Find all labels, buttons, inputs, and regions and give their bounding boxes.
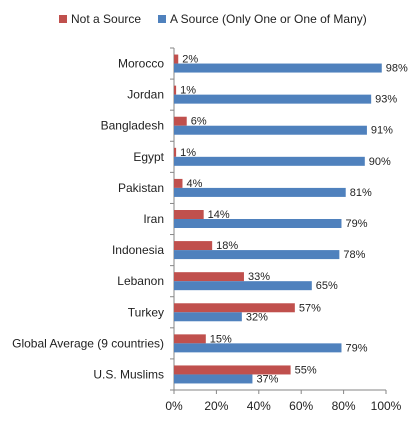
- data-label-0-0: 2%: [182, 54, 198, 66]
- data-label-0-1: 1%: [180, 85, 196, 97]
- x-tick-label-4: 80%: [332, 399, 356, 413]
- x-tick-label-2: 40%: [247, 399, 271, 413]
- bar-1-5: [174, 219, 342, 228]
- data-label-0-8: 57%: [299, 302, 321, 314]
- data-label-0-7: 33%: [248, 271, 270, 283]
- bar-0-8: [174, 303, 295, 313]
- bar-0-7: [174, 272, 244, 282]
- legend-swatch-1: [158, 15, 166, 23]
- data-label-0-10: 55%: [295, 364, 317, 376]
- bar-0-6: [174, 241, 213, 251]
- category-label-7: Lebanon: [117, 274, 164, 288]
- bar-0-5: [174, 210, 204, 219]
- data-label-0-6: 18%: [216, 240, 238, 252]
- data-label-1-6: 78%: [343, 249, 365, 261]
- category-label-2: Bangladesh: [101, 119, 164, 133]
- data-label-1-8: 32%: [246, 311, 268, 323]
- data-label-1-4: 81%: [350, 187, 372, 199]
- bar-1-0: [174, 63, 382, 73]
- bar-1-1: [174, 94, 372, 104]
- bar-0-10: [174, 365, 291, 375]
- bar-1-4: [174, 187, 346, 197]
- category-label-8: Turkey: [128, 305, 164, 319]
- data-label-1-3: 90%: [369, 156, 391, 168]
- category-label-5: Iran: [143, 212, 164, 226]
- category-label-3: Egypt: [133, 150, 164, 164]
- legend-label-1: A Source (Only One or One of Many): [170, 12, 367, 26]
- bar-1-3: [174, 156, 365, 166]
- bar-1-6: [174, 250, 340, 260]
- bar-1-9: [174, 343, 342, 353]
- legend-label-0: Not a Source: [71, 12, 141, 26]
- bar-0-0: [174, 54, 179, 64]
- x-tick-label-3: 60%: [289, 399, 313, 413]
- category-label-4: Pakistan: [118, 181, 164, 195]
- data-label-0-9: 15%: [210, 333, 232, 345]
- x-tick-label-1: 20%: [204, 399, 228, 413]
- bar-0-1: [174, 85, 177, 95]
- bar-0-3: [174, 147, 177, 157]
- data-label-1-9: 79%: [345, 342, 367, 354]
- bar-0-9: [174, 334, 206, 344]
- category-label-0: Morocco: [118, 57, 164, 71]
- bar-1-8: [174, 312, 242, 322]
- legend-swatch-0: [59, 15, 67, 23]
- bar-1-7: [174, 281, 312, 291]
- bar-0-2: [174, 116, 187, 126]
- data-label-1-5: 79%: [345, 218, 367, 230]
- bar-0-4: [174, 178, 183, 188]
- data-label-1-7: 65%: [316, 280, 338, 292]
- data-label-1-10: 37%: [256, 373, 278, 385]
- bar-1-10: [174, 374, 253, 384]
- category-label-9: Global Average (9 countries): [12, 336, 164, 350]
- category-label-6: Indonesia: [112, 243, 164, 257]
- data-label-0-3: 1%: [180, 147, 196, 159]
- data-label-0-2: 6%: [191, 116, 207, 128]
- data-label-1-0: 98%: [386, 63, 408, 75]
- x-tick-label-0: 0%: [165, 399, 183, 413]
- data-label-1-1: 93%: [375, 94, 397, 106]
- bar-1-2: [174, 125, 367, 135]
- data-label-1-2: 91%: [371, 125, 393, 137]
- category-label-10: U.S. Muslims: [93, 367, 164, 381]
- data-label-0-5: 14%: [208, 209, 230, 221]
- x-tick-label-5: 100%: [371, 399, 402, 413]
- category-label-1: Jordan: [127, 88, 164, 102]
- data-label-0-4: 4%: [186, 178, 202, 190]
